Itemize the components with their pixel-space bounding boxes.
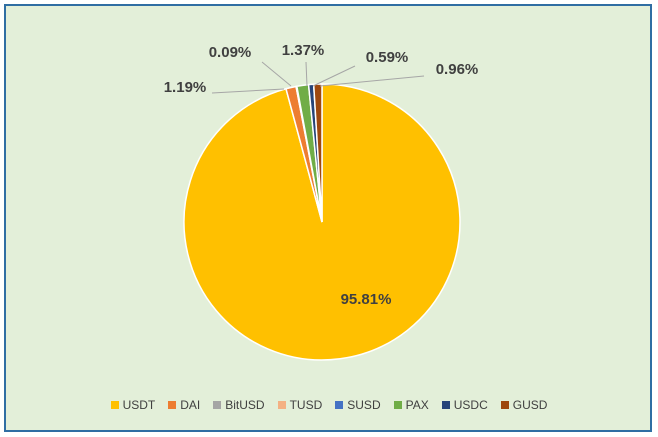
data-label-usdc: 0.59% [366,49,409,66]
legend-label: TUSD [289,398,323,412]
legend-item-bitusd: BitUSD [213,398,265,412]
legend-item-gusd: GUSD [500,398,548,412]
chart-legend: USDT DAI BitUSD TUSD SUSD PAX USDC GUSD [0,398,658,412]
legend-item-dai: DAI [168,398,200,412]
leader-line-gusd [319,75,425,87]
legend-swatch [277,401,286,409]
leader-line-usdc [312,65,356,87]
data-label-usdt: 95.81% [341,291,392,308]
data-label-gusd: 0.96% [436,61,479,78]
legend-label: USDT [122,398,156,412]
legend-label: BitUSD [225,398,265,412]
legend-item-usdt: USDT [110,398,156,412]
leader-line-dai [211,88,285,94]
legend-swatch [110,401,119,409]
legend-item-susd: SUSD [335,398,381,412]
legend-swatch [393,401,402,409]
data-label-bitusd: 0.09% [209,44,252,61]
legend-swatch [441,401,450,409]
data-label-pax: 1.37% [282,42,325,59]
legend-swatch [335,401,344,409]
legend-label: GUSD [512,398,548,412]
leader-line-bitusd [261,61,292,87]
legend-swatch [168,401,177,409]
leader-line-pax [305,61,308,87]
legend-item-usdc: USDC [441,398,488,412]
legend-label: USDC [453,398,488,412]
legend-swatch [500,401,509,409]
legend-swatch [213,401,222,409]
legend-item-tusd: TUSD [277,398,323,412]
legend-label: DAI [180,398,201,412]
legend-label: SUSD [347,398,381,412]
legend-label: PAX [405,398,429,412]
legend-item-pax: PAX [393,398,429,412]
data-label-dai: 1.19% [164,79,207,96]
